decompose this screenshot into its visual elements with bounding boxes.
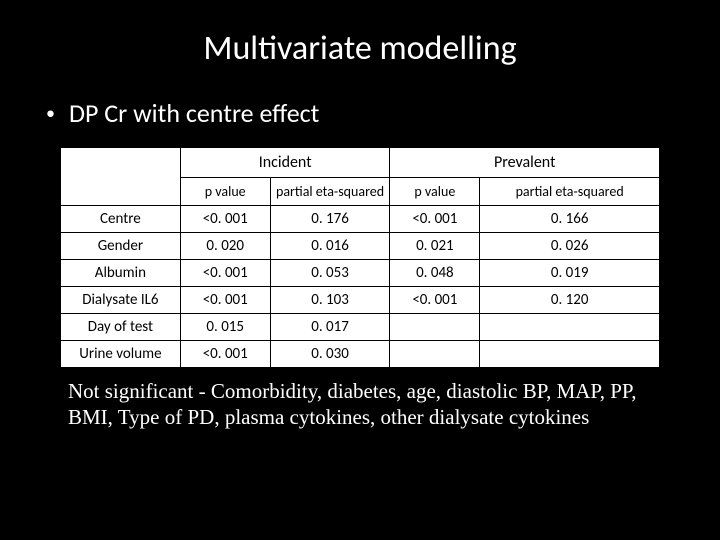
slide: Multivariate modelling • DP Cr with cent… xyxy=(0,0,720,540)
row-label: Dialysate IL6 xyxy=(61,287,181,314)
subheader-cell: p value xyxy=(390,178,480,206)
table-cell: 0. 048 xyxy=(390,260,480,287)
table-cell: 0. 017 xyxy=(270,314,390,341)
table-group-header-row: Incident Prevalent xyxy=(61,148,660,178)
table-cell xyxy=(480,341,660,368)
table-cell xyxy=(480,314,660,341)
table-row: Gender0. 0200. 0160. 0210. 026 xyxy=(61,233,660,260)
table-row: Centre<0. 0010. 176<0. 0010. 166 xyxy=(61,206,660,233)
table-row: Urine volume<0. 0010. 030 xyxy=(61,341,660,368)
table-row: Dialysate IL6<0. 0010. 103<0. 0010. 120 xyxy=(61,287,660,314)
table-cell: 0. 026 xyxy=(480,233,660,260)
table-body: Centre<0. 0010. 176<0. 0010. 166Gender0.… xyxy=(61,206,660,368)
table-cell: 0. 021 xyxy=(390,233,480,260)
table-cell: 0. 015 xyxy=(180,314,270,341)
table-cell: 0. 176 xyxy=(270,206,390,233)
table-cell: <0. 001 xyxy=(180,206,270,233)
table-cell: <0. 001 xyxy=(390,287,480,314)
table-cell: 0. 053 xyxy=(270,260,390,287)
table-cell: 0. 103 xyxy=(270,287,390,314)
table-cell xyxy=(390,314,480,341)
slide-title: Multivariate modelling xyxy=(40,28,680,69)
subheader-cell: p value xyxy=(180,178,270,206)
table-cell: 0. 019 xyxy=(480,260,660,287)
bullet-item: • DP Cr with centre effect xyxy=(46,97,680,129)
row-label: Centre xyxy=(61,206,181,233)
results-table-container: Incident Prevalent p value partial eta-s… xyxy=(60,147,660,368)
table-cell: <0. 001 xyxy=(180,260,270,287)
table-row: Day of test0. 0150. 017 xyxy=(61,314,660,341)
table-cell: <0. 001 xyxy=(180,341,270,368)
subheader-cell: partial eta-squared xyxy=(480,178,660,206)
table-cell: 0. 016 xyxy=(270,233,390,260)
table-cell: <0. 001 xyxy=(180,287,270,314)
table-cell: 0. 120 xyxy=(480,287,660,314)
table-cell xyxy=(390,341,480,368)
subheader-cell: partial eta-squared xyxy=(270,178,390,206)
table-row: Albumin<0. 0010. 0530. 0480. 019 xyxy=(61,260,660,287)
bullet-icon: • xyxy=(46,102,55,124)
row-label: Urine volume xyxy=(61,341,181,368)
row-label: Day of test xyxy=(61,314,181,341)
group-header-prevalent: Prevalent xyxy=(390,148,660,178)
group-header-incident: Incident xyxy=(180,148,390,178)
table-cell: 0. 020 xyxy=(180,233,270,260)
footnote-text: Not significant - Comorbidity, diabetes,… xyxy=(68,378,660,431)
row-label: Gender xyxy=(61,233,181,260)
results-table: Incident Prevalent p value partial eta-s… xyxy=(60,147,660,368)
row-label: Albumin xyxy=(61,260,181,287)
table-cell: 0. 166 xyxy=(480,206,660,233)
bullet-text: DP Cr with centre effect xyxy=(69,97,319,129)
table-cell: 0. 030 xyxy=(270,341,390,368)
table-cell: <0. 001 xyxy=(390,206,480,233)
table-corner-cell xyxy=(61,148,181,206)
